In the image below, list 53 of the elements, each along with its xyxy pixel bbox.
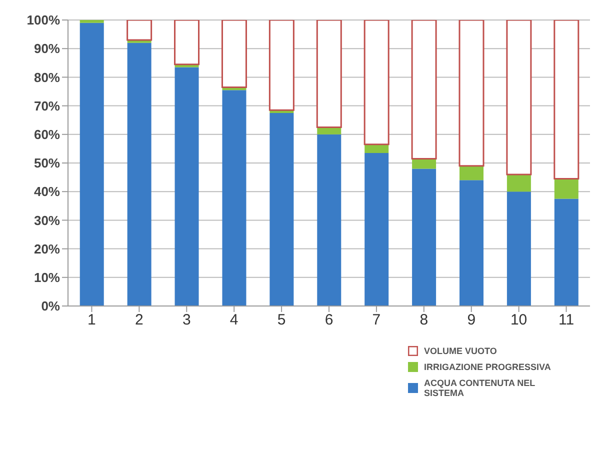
bar xyxy=(174,67,199,306)
x-tick-label: 3 xyxy=(182,312,191,329)
bar xyxy=(554,198,578,306)
x-tick-label: 4 xyxy=(230,312,238,329)
x-tick-label: 2 xyxy=(135,312,144,329)
bar xyxy=(506,174,531,192)
bar xyxy=(268,20,294,111)
bar xyxy=(222,90,246,306)
x-tick-label: 7 xyxy=(372,312,381,329)
y-tick-label: 40% xyxy=(34,184,60,200)
bar xyxy=(506,192,531,306)
x-tick-label: 1 xyxy=(88,312,96,329)
x-tick-label: 6 xyxy=(324,312,334,329)
bar xyxy=(460,166,484,180)
bar xyxy=(364,20,390,146)
bar xyxy=(506,20,532,176)
legend-label: IRRIGAZIONE PROGRESSIVA xyxy=(424,362,551,372)
y-tick-label: 100% xyxy=(26,12,60,28)
bar xyxy=(221,20,247,88)
bar xyxy=(460,180,484,306)
y-tick-label: 0% xyxy=(41,298,60,314)
bar xyxy=(412,158,436,169)
bar xyxy=(127,42,152,306)
x-tick-label: 10 xyxy=(510,312,528,329)
bar xyxy=(412,168,436,306)
y-tick-label: 90% xyxy=(34,41,60,56)
bar xyxy=(554,178,578,199)
y-tick-label: 30% xyxy=(34,212,60,228)
bar xyxy=(174,20,200,66)
bar xyxy=(126,20,152,41)
y-tick-label: 70% xyxy=(34,98,60,114)
bar xyxy=(554,20,580,180)
bar xyxy=(316,20,342,128)
bar xyxy=(364,152,389,306)
y-tick-label: 80% xyxy=(34,70,60,85)
legend-label: VOLUME VUOTO xyxy=(424,346,497,356)
bar xyxy=(317,127,342,134)
x-tick-label: 11 xyxy=(558,312,574,329)
x-tick-label: 8 xyxy=(420,312,428,329)
bar xyxy=(80,22,104,306)
bar xyxy=(364,144,389,153)
bar xyxy=(270,112,294,306)
y-tick-label: 20% xyxy=(34,241,60,256)
y-tick-label: 10% xyxy=(34,270,60,286)
legend-label: ACQUA CONTENUTA NEL SISTEMA xyxy=(424,378,536,398)
bar xyxy=(80,20,104,23)
bar xyxy=(458,20,484,167)
y-tick-label: 50% xyxy=(34,156,60,171)
x-tick-label: 9 xyxy=(467,312,476,329)
bar xyxy=(317,134,342,306)
bar xyxy=(411,20,437,160)
y-tick-label: 60% xyxy=(34,127,60,142)
x-tick-label: 5 xyxy=(277,312,286,329)
